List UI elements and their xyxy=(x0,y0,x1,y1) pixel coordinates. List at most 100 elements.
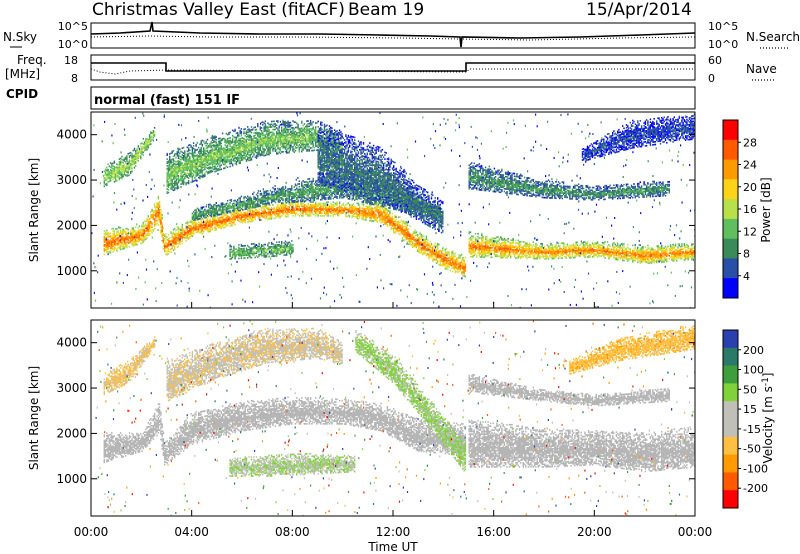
heatmap-cell xyxy=(496,251,498,253)
heatmap-cell xyxy=(406,238,409,241)
heatmap-cell xyxy=(182,168,185,171)
heatmap-cell xyxy=(376,206,378,208)
heatmap-cell xyxy=(530,250,532,253)
heatmap-cell xyxy=(141,153,143,155)
heatmap-cell xyxy=(571,247,574,249)
nave-tick-top: 60 xyxy=(708,54,722,67)
heatmap-cell xyxy=(157,202,160,204)
heatmap-cell xyxy=(122,230,124,232)
heatmap-cell xyxy=(570,246,572,248)
heatmap-cell xyxy=(184,230,186,232)
heatmap-cell xyxy=(367,210,370,212)
heatmap-cell xyxy=(270,215,273,217)
heatmap-cell xyxy=(603,250,605,252)
heatmap-cell xyxy=(147,224,149,227)
heatmap-cell xyxy=(459,262,462,265)
heatmap-cell xyxy=(552,255,555,257)
heatmap-cell xyxy=(130,171,132,173)
heatmap-cell xyxy=(454,270,457,272)
heatmap-cell xyxy=(317,208,319,210)
heatmap-cell xyxy=(678,251,680,254)
heatmap-cell xyxy=(239,221,241,223)
heatmap-cell xyxy=(493,237,496,240)
heatmap-cell xyxy=(429,246,431,248)
heatmap-cell xyxy=(291,211,293,213)
heatmap-cell xyxy=(575,255,577,257)
heatmap-cell xyxy=(574,255,576,258)
heatmap-cell xyxy=(177,176,180,178)
heatmap-cell xyxy=(148,141,151,143)
heatmap-cell xyxy=(249,207,251,209)
heatmap-cell xyxy=(132,244,134,247)
heatmap-cell xyxy=(228,217,230,220)
heatmap-cell xyxy=(213,217,215,220)
heatmap-cell xyxy=(454,262,457,264)
heatmap-cell xyxy=(388,218,390,220)
heatmap-cell xyxy=(427,248,429,251)
heatmap-cell xyxy=(311,204,313,206)
heatmap-cell xyxy=(679,245,682,248)
heatmap-cell xyxy=(186,164,188,166)
heatmap-cell xyxy=(359,216,361,219)
heatmap-cell xyxy=(145,238,147,240)
heatmap-cell xyxy=(103,253,105,256)
heatmap-cell xyxy=(327,208,329,210)
heatmap-cell xyxy=(155,217,157,219)
heatmap-cell xyxy=(462,267,464,270)
heatmap-cell xyxy=(359,212,361,215)
heatmap-cell xyxy=(162,237,165,239)
heatmap-cell xyxy=(333,209,336,212)
heatmap-cell xyxy=(126,159,128,161)
heatmap-cell xyxy=(482,249,484,252)
heatmap-cell xyxy=(128,246,131,248)
heatmap-cell xyxy=(181,170,183,173)
heatmap-cell xyxy=(216,225,219,228)
heatmap-cell xyxy=(523,254,526,257)
heatmap-cell xyxy=(157,210,160,213)
heatmap-cell xyxy=(693,247,695,249)
heatmap-cell xyxy=(226,215,229,217)
heatmap-cell xyxy=(179,164,181,167)
heatmap-cell xyxy=(175,165,177,167)
heatmap-cell xyxy=(336,209,338,212)
heatmap-cell xyxy=(122,247,124,250)
heatmap-cell xyxy=(502,239,504,241)
heatmap-cell xyxy=(527,253,529,256)
heatmap-cell xyxy=(669,244,672,246)
heatmap-cell xyxy=(379,213,381,216)
heatmap-cell xyxy=(346,203,348,206)
heatmap-cell xyxy=(598,252,600,254)
heatmap-cell xyxy=(450,257,453,260)
heatmap-cell xyxy=(245,213,248,215)
heatmap-cell xyxy=(362,203,365,206)
heatmap-cell xyxy=(235,216,238,219)
heatmap-cell xyxy=(160,223,162,226)
heatmap-cell xyxy=(503,243,506,245)
heatmap-cell xyxy=(586,249,589,252)
heatmap-cell xyxy=(125,170,127,173)
heatmap-cell xyxy=(132,161,134,164)
heatmap-cell xyxy=(639,256,641,259)
heatmap-cell xyxy=(471,242,473,244)
heatmap-cell xyxy=(147,230,149,232)
heatmap-cell xyxy=(649,249,652,252)
heatmap-cell xyxy=(205,224,207,227)
heatmap-cell xyxy=(581,245,584,248)
heatmap-cell xyxy=(171,158,173,161)
heatmap-cell xyxy=(180,168,182,171)
heatmap-cell xyxy=(411,232,414,235)
heatmap-cell xyxy=(454,264,457,267)
heatmap-cell xyxy=(471,249,473,251)
heatmap-cell xyxy=(369,214,371,216)
heatmap-cell xyxy=(687,258,689,261)
heatmap-cell xyxy=(651,249,653,252)
heatmap-cell xyxy=(468,249,470,251)
heatmap-cell xyxy=(435,246,438,248)
heatmap-cell xyxy=(590,245,592,247)
heatmap-cell xyxy=(272,204,274,206)
heatmap-cell xyxy=(484,252,487,254)
heatmap-cell xyxy=(471,255,473,258)
heatmap-cell xyxy=(458,267,460,270)
heatmap-cell xyxy=(478,242,480,245)
heatmap-cell xyxy=(416,248,419,251)
